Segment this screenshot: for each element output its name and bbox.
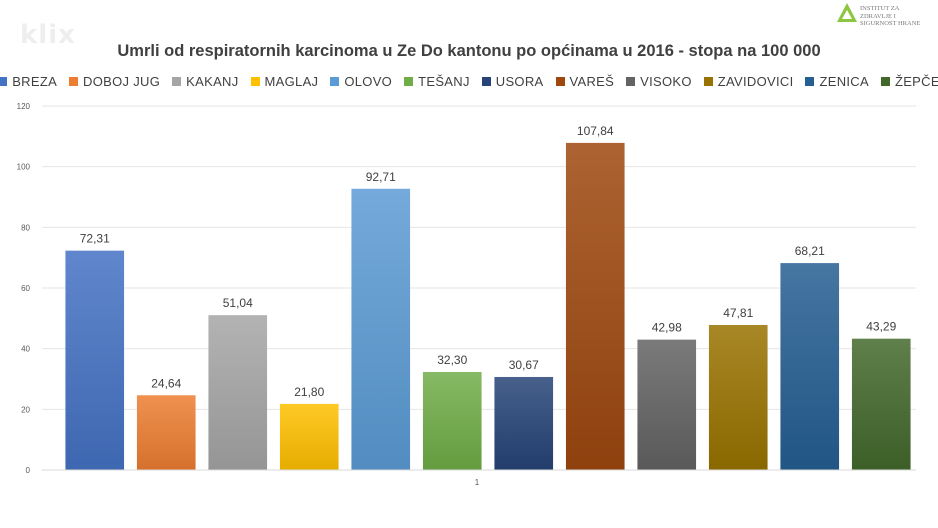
legend-item: USORA: [481, 74, 544, 89]
legend-label: VISOKO: [640, 74, 692, 89]
y-tick-label: 120: [17, 102, 31, 111]
legend-item: MAGLAJ: [250, 74, 319, 89]
legend-item: VISOKO: [626, 74, 692, 89]
legend-swatch: [555, 77, 565, 86]
klix-watermark: klix: [20, 20, 76, 50]
data-label: 68,21: [795, 244, 825, 258]
legend-item: ZAVIDOVICI: [703, 74, 794, 89]
chart-legend: BREZA DOBOJ JUG KAKANJ MAGLAJ OLOVO TEŠANJ USO…: [0, 74, 938, 89]
data-label: 107,84: [577, 124, 614, 138]
bar-kakanj: [208, 315, 268, 470]
data-label: 24,64: [151, 376, 181, 390]
legend-swatch: [404, 77, 414, 86]
bar-visoko: [637, 339, 697, 470]
data-label: 32,30: [437, 353, 467, 367]
legend-item: ZENICA: [805, 74, 869, 89]
legend-item: DOBOJ JUG: [69, 74, 160, 89]
bar-zenica: [780, 263, 840, 470]
bar-usora: [494, 376, 554, 470]
legend-label: ZAVIDOVICI: [717, 74, 794, 89]
y-tick-label: 60: [21, 284, 30, 293]
legend-label: KAKANJ: [186, 74, 239, 89]
data-label: 42,98: [652, 321, 682, 335]
legend-item: TEŠANJ: [404, 74, 470, 89]
data-label: 92,71: [366, 170, 396, 184]
data-label: 72,31: [80, 232, 110, 246]
legend-swatch: [805, 77, 815, 86]
logo-text: INSTITUT ZA ZDRAVLJE I SIGURNOST HRANE: [860, 5, 921, 27]
bar-breza: [65, 250, 125, 470]
institute-logo: INSTITUT ZA ZDRAVLJE I SIGURNOST HRANE: [836, 2, 932, 27]
legend-label: DOBOJ JUG: [83, 74, 161, 89]
legend-label: TEŠANJ: [418, 74, 470, 89]
legend-label: MAGLAJ: [264, 74, 319, 89]
y-tick-label: 20: [21, 405, 30, 414]
y-tick-label: 80: [21, 223, 30, 232]
legend-item: OLOVO: [330, 74, 392, 89]
data-label: 47,81: [723, 306, 753, 320]
x-tick-label: 1: [475, 478, 480, 487]
legend-swatch: [172, 77, 182, 86]
legend-swatch: [330, 77, 340, 86]
bar-maglaj: [279, 403, 339, 470]
legend-item: KAKANJ: [172, 74, 238, 89]
chart-title: Umrli od respiratornih karcinoma u Ze Do…: [117, 42, 821, 60]
legend-swatch: [0, 77, 8, 86]
legend-swatch: [481, 77, 491, 86]
legend-item: VAREŠ: [555, 74, 615, 89]
data-label: 21,80: [294, 385, 324, 399]
legend-item: BREZA: [0, 74, 57, 89]
legend-item: ŽEPČE: [880, 74, 938, 89]
bar-doboj-jug: [136, 395, 196, 470]
data-label: 51,04: [223, 296, 253, 310]
legend-swatch: [880, 77, 890, 86]
bar-olovo: [351, 188, 411, 470]
bar-tešanj: [422, 372, 482, 470]
bar-žepče: [851, 338, 911, 470]
legend-swatch: [250, 77, 260, 86]
legend-swatch: [69, 77, 79, 86]
legend-label: BREZA: [12, 74, 58, 89]
legend-swatch: [626, 77, 636, 86]
legend-label: ŽEPČE: [894, 74, 938, 89]
bar-vareš: [565, 142, 625, 471]
y-tick-label: 100: [17, 163, 31, 172]
data-label: 43,29: [866, 320, 896, 334]
y-tick-label: 0: [26, 466, 31, 475]
legend-label: ZENICA: [819, 74, 869, 89]
triangle-logo-icon: [837, 3, 857, 22]
data-label: 30,67: [509, 358, 539, 372]
legend-label: VAREŠ: [569, 74, 615, 89]
legend-label: USORA: [495, 74, 544, 89]
y-tick-label: 40: [21, 345, 30, 354]
legend-label: OLOVO: [344, 74, 393, 89]
legend-swatch: [703, 77, 713, 86]
bar-zavidovici: [708, 324, 768, 470]
